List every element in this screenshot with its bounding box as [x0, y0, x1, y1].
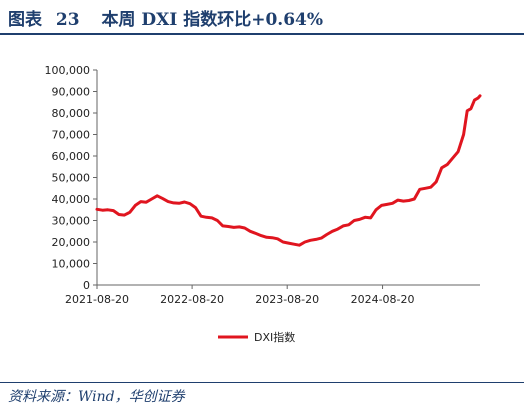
- y-tick-label: 0: [83, 279, 90, 292]
- y-tick-label: 50,000: [52, 172, 91, 185]
- legend-label: DXI指数: [254, 330, 295, 344]
- figure-label: 图表: [8, 10, 42, 30]
- x-tick-label: 2023-08-20: [255, 293, 319, 306]
- figure-title-text: 本周 DXI 指数环比+0.64%: [101, 10, 324, 30]
- title-rule: [0, 33, 524, 35]
- y-tick-label: 80,000: [52, 107, 91, 120]
- figure-title: 图表 23 本周 DXI 指数环比+0.64%: [8, 5, 323, 30]
- x-tick-label: 2022-08-20: [160, 293, 224, 306]
- y-tick-label: 100,000: [45, 64, 91, 77]
- source-note: 资料来源：Wind，华创证券: [8, 389, 185, 405]
- y-tick-label: 60,000: [52, 150, 91, 163]
- y-tick-label: 70,000: [52, 129, 91, 142]
- y-tick-label: 40,000: [52, 193, 91, 206]
- y-tick-label: 20,000: [52, 236, 91, 249]
- x-tick-label: 2021-08-20: [65, 293, 129, 306]
- figure-number: 23: [55, 10, 80, 30]
- chart: 0 10,000 20,000 30,000 40,000 50,000 60,000 70,…: [45, 64, 482, 344]
- y-tick-label: 30,000: [52, 215, 91, 228]
- footer-rule: [0, 382, 524, 383]
- x-tick-label: 2024-08-20: [351, 293, 415, 306]
- series-line: [95, 94, 482, 247]
- y-tick-label: 90,000: [52, 86, 91, 99]
- y-tick-label: 10,000: [52, 258, 91, 271]
